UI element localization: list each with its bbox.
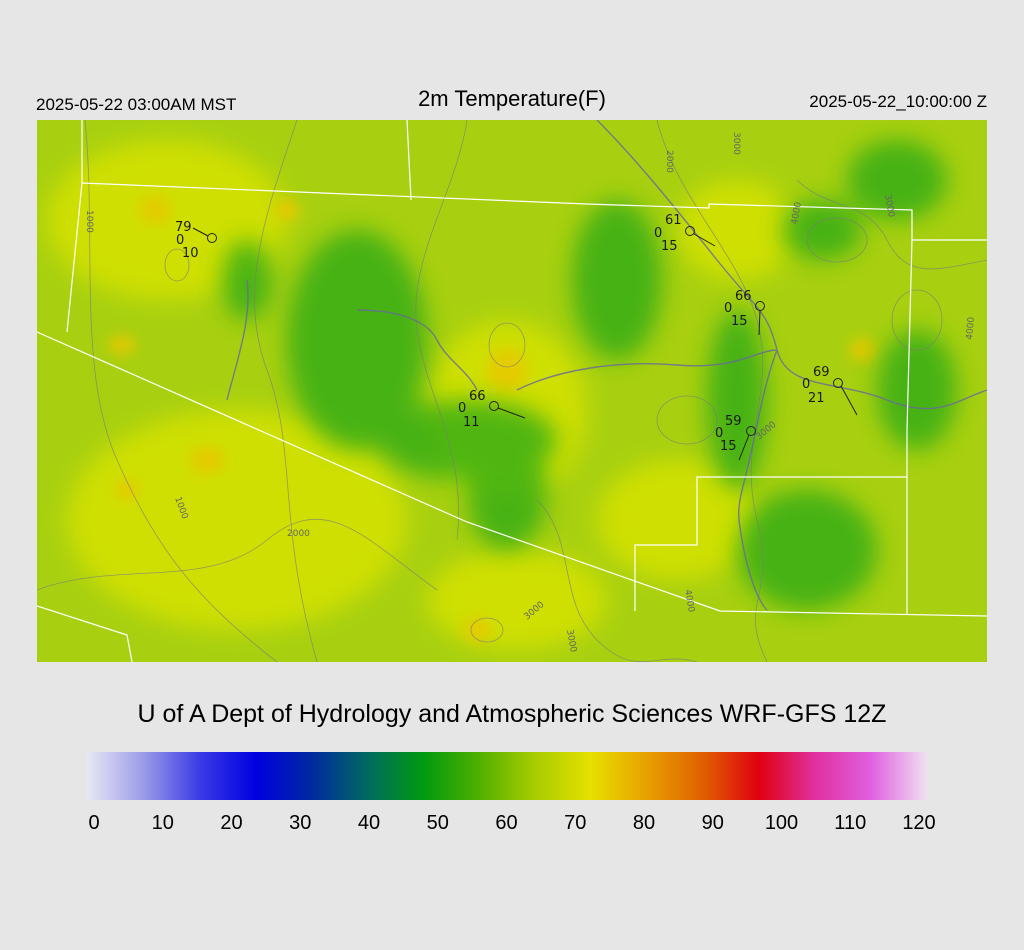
station-wind-speed: 15 — [661, 239, 678, 254]
contour-label: 3000 — [882, 194, 896, 219]
station-wind-speed: 15 — [720, 439, 737, 454]
station-dewpoint: 0 — [654, 226, 662, 241]
valid-time-local: 2025-05-22 03:00AM MST — [36, 95, 237, 114]
station-wind-speed: 11 — [463, 415, 480, 430]
station-plot: 66 0 11 — [458, 389, 526, 430]
station-circle — [746, 426, 756, 436]
wind-barb — [738, 434, 750, 461]
colorbar-tick-label: 90 — [701, 812, 724, 834]
contour-label: 2000 — [664, 150, 674, 173]
station-dewpoint: 0 — [176, 233, 184, 248]
colorbar-tick-label: 120 — [902, 812, 936, 834]
station-dewpoint: 0 — [724, 301, 732, 316]
colorbar-tick-label: 80 — [632, 812, 656, 834]
temperature-colorbar — [87, 752, 927, 800]
station-wind-speed: 10 — [182, 246, 199, 261]
colorbar-tick-label: 20 — [220, 812, 243, 834]
colorbar-tick-label: 110 — [834, 812, 867, 834]
credit-line: U of A Dept of Hydrology and Atmospheric… — [137, 700, 887, 728]
map-title: 2m Temperature(F) — [418, 86, 606, 111]
colorbar-tick-label: 70 — [564, 812, 587, 834]
station-temp: 79 — [175, 220, 192, 235]
station-plot: 69 0 21 — [802, 365, 858, 416]
station-plot: 61 0 15 — [654, 213, 716, 254]
station-temp: 66 — [469, 389, 486, 404]
contour-label: 1000 — [84, 210, 94, 233]
station-temp: 59 — [725, 414, 742, 429]
station-temp: 61 — [665, 213, 682, 228]
contour-label: 3000 — [731, 132, 741, 155]
cool-valleys — [222, 140, 957, 610]
valid-time-utc: 2025-05-22_10:00:00 Z — [809, 92, 987, 111]
elevation-contours — [37, 120, 987, 662]
station-plot: 59 0 15 — [715, 414, 756, 461]
station-plot: 66 0 15 — [724, 289, 765, 336]
station-wind-speed: 15 — [731, 314, 748, 329]
hot-spots — [108, 196, 877, 642]
contour-label: 4000 — [965, 316, 977, 340]
station-circle — [489, 401, 499, 411]
station-circle — [207, 233, 217, 243]
boundaries — [37, 120, 987, 662]
station-temp: 66 — [735, 289, 752, 304]
colorbar-tick-label: 0 — [88, 812, 100, 834]
station-wind-speed: 21 — [808, 391, 825, 406]
colorbar-tick-label: 100 — [764, 812, 799, 834]
contour-label: 4000 — [790, 201, 804, 226]
contour-label: 3000 — [564, 629, 578, 654]
station-dewpoint: 0 — [715, 426, 723, 441]
wind-barb — [693, 233, 716, 247]
colorbar-tick-label: 10 — [151, 812, 174, 834]
colorbar-tick-label: 40 — [357, 812, 381, 834]
temperature-map: 2000 3000 1000 4000 3000 4000 1000 2000 … — [37, 120, 987, 662]
wind-barb — [840, 385, 858, 416]
wind-barb — [497, 407, 526, 419]
station-temp: 69 — [813, 365, 830, 380]
wind-barb — [758, 309, 761, 336]
station-dewpoint: 0 — [458, 401, 466, 416]
colorbar-ticks: 0 10 20 30 40 50 60 70 80 90 100 110 120 — [0, 812, 1024, 840]
rivers — [226, 120, 987, 611]
colorbar-tick-label: 30 — [289, 812, 312, 834]
contour-label: 2000 — [287, 529, 310, 539]
station-dewpoint: 0 — [802, 377, 810, 392]
colorbar-tick-label: 50 — [426, 812, 449, 834]
wind-barb — [192, 227, 209, 237]
station-plot: 79 0 10 — [175, 220, 217, 261]
station-circle — [833, 378, 843, 388]
colorbar-tick-label: 60 — [495, 812, 518, 834]
contour-label: 4000 — [682, 589, 696, 614]
station-circle — [685, 226, 695, 236]
